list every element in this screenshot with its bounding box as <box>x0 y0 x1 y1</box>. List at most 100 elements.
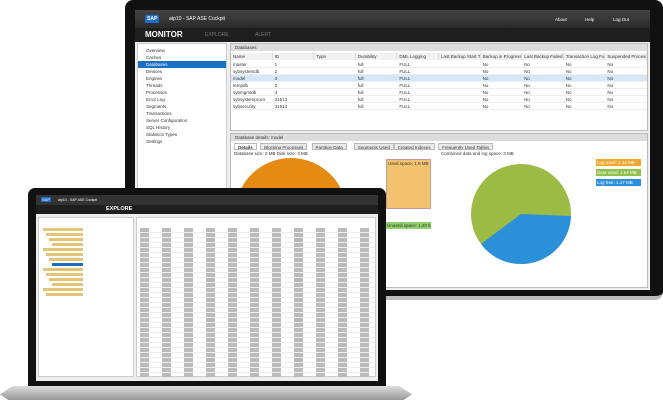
nav-item[interactable]: Overview <box>146 48 165 53</box>
cell: No <box>480 103 523 110</box>
detail-tab[interactable]: Segments Used <box>353 143 394 150</box>
detail-tab[interactable]: Blocking Processes <box>260 143 308 150</box>
cell: No <box>605 68 647 75</box>
cell <box>439 61 481 68</box>
nav-item[interactable]: SQL History <box>146 125 171 130</box>
column-header: ID <box>272 53 315 60</box>
tab[interactable]: EXPLORE <box>205 32 229 38</box>
cell: 31514 <box>272 103 315 110</box>
nav-item[interactable]: Statistics Types <box>146 132 178 137</box>
cell <box>314 103 356 110</box>
header-bar: SAP atp10 - SAP ASE Cockpit About Help L… <box>135 10 650 28</box>
cell: sybsecurity <box>231 103 273 110</box>
cell <box>314 96 356 103</box>
link[interactable]: About <box>555 17 567 22</box>
table-row <box>137 253 375 258</box>
logo: SAP <box>41 197 52 202</box>
nav-item[interactable]: Caches <box>146 55 162 60</box>
cell: No <box>563 82 606 89</box>
column-header: Type <box>314 53 356 60</box>
nav-item[interactable]: Error Log <box>146 97 165 102</box>
cell: No <box>522 103 564 110</box>
table-panel <box>136 217 376 378</box>
cell <box>439 75 481 82</box>
nav-item[interactable]: Processes <box>146 90 168 95</box>
column-header: Suspended Processes <box>605 53 647 60</box>
cell: FULL <box>397 96 439 103</box>
cell: tempdb <box>231 82 273 89</box>
chart-caption: Combined data and log space: 3 MB <box>441 151 514 156</box>
cell: full <box>355 82 398 89</box>
cell: full <box>355 96 398 103</box>
cell: No <box>480 75 523 82</box>
databases-panel: Databases Name ID Type Durability DML Loggin… <box>230 43 648 131</box>
column-header: Transaction Log Full <box>563 53 606 60</box>
cell: 1 <box>272 61 315 68</box>
detail-tab[interactable]: Details <box>234 143 257 150</box>
cell <box>439 82 481 89</box>
tab[interactable]: ALERT <box>255 32 272 38</box>
cell: full <box>355 103 398 110</box>
cell: FULL <box>397 75 439 82</box>
detail-tab[interactable]: Partition Data <box>311 143 347 150</box>
cell: No <box>605 89 647 96</box>
table-row <box>137 278 375 283</box>
tab[interactable]: EXPLORE <box>106 206 133 212</box>
cell <box>314 89 356 96</box>
nav-item[interactable]: Settings <box>146 139 163 144</box>
cell <box>439 89 481 96</box>
link[interactable]: Log Out <box>613 17 630 22</box>
nav-item[interactable]: Transactions <box>146 111 172 116</box>
tree-row <box>52 263 83 266</box>
cell: FULL <box>397 89 439 96</box>
chart-caption: Database size: 3 MB Disk size: 3 MB <box>234 151 308 156</box>
cell: full <box>355 89 398 96</box>
link[interactable]: Help <box>585 17 595 22</box>
tab[interactable]: MONITOR <box>145 30 183 39</box>
nav-item[interactable]: Engines <box>146 76 163 81</box>
table-row <box>137 333 375 338</box>
table-row <box>137 293 375 298</box>
cell: master <box>231 61 273 68</box>
cell: No <box>522 82 564 89</box>
panel-title: Databases <box>231 44 647 51</box>
tree-row <box>49 258 83 261</box>
legend-item: Log free: 1.17 MB <box>596 179 641 186</box>
table-row <box>137 323 375 328</box>
cell: No <box>522 96 564 103</box>
tree-row <box>52 243 83 246</box>
app-title: atp10 - SAP ASE Cockpit <box>58 198 98 202</box>
table-row <box>137 258 375 263</box>
nav-item[interactable]: Databases <box>138 61 226 68</box>
panel-title: Database details: model <box>231 134 647 141</box>
detail-tab[interactable]: Frequently Used Tables <box>438 143 494 150</box>
detail-tab[interactable]: Created Indexes <box>393 143 435 150</box>
cell: No <box>605 96 647 103</box>
table-row <box>137 328 375 333</box>
cell: No <box>480 82 523 89</box>
nav-item[interactable]: Threads <box>146 83 163 88</box>
cell <box>314 75 356 82</box>
tree-row <box>49 238 83 241</box>
tree-row <box>43 288 83 291</box>
pie-slice <box>481 214 571 265</box>
cell: No <box>563 75 606 82</box>
cell: No <box>563 89 606 96</box>
table-row <box>137 368 375 373</box>
nav-item[interactable]: Segments <box>146 104 167 109</box>
cell: 4 <box>272 89 315 96</box>
tree-row <box>43 248 83 251</box>
monitor-screen: SAP atp10 - SAP ASE Cockpit About Help L… <box>135 10 650 290</box>
cell: FULL <box>397 61 439 68</box>
column-header: Last Backup Failed <box>522 53 564 60</box>
cell: full <box>355 61 398 68</box>
table-row <box>137 233 375 238</box>
nav-item[interactable]: Devices <box>146 69 163 74</box>
cell <box>314 82 356 89</box>
column-header: Backup in Progress <box>480 53 523 60</box>
cell: 31513 <box>272 96 315 103</box>
nav-item[interactable]: Server Configuration <box>146 118 188 123</box>
tree-row <box>52 283 83 286</box>
cell: 2 <box>272 68 315 75</box>
cell: No <box>522 89 564 96</box>
